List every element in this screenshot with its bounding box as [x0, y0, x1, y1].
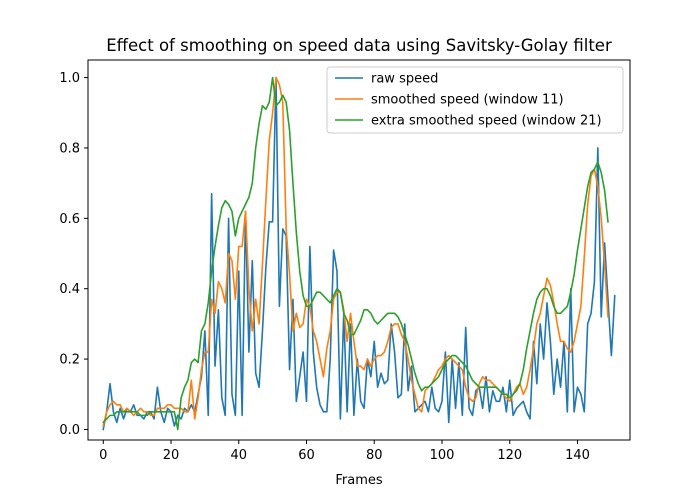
legend-label: raw speed	[371, 72, 438, 87]
x-tick-label: 0	[99, 448, 107, 463]
x-tick-label: 40	[230, 448, 247, 463]
x-tick-label: 80	[366, 448, 383, 463]
y-tick-label: 0.0	[59, 423, 80, 438]
legend-label: smoothed speed (window 11)	[371, 93, 564, 108]
y-tick-label: 0.2	[59, 353, 80, 368]
y-tick-label: 1.0	[59, 71, 80, 86]
y-tick-label: 0.8	[59, 141, 80, 156]
x-tick-label: 140	[565, 448, 590, 463]
y-tick-label: 0.6	[59, 212, 80, 227]
x-tick-label: 20	[163, 448, 180, 463]
y-tick-label: 0.4	[59, 282, 80, 297]
x-tick-label: 60	[298, 448, 315, 463]
chart-title: Effect of smoothing on speed data using …	[106, 36, 612, 55]
legend-label: extra smoothed speed (window 21)	[371, 114, 602, 129]
x-axis-label: Frames	[335, 473, 383, 488]
x-tick-label: 120	[497, 448, 522, 463]
x-tick-label: 100	[430, 448, 455, 463]
legend: raw speed smoothed speed (window 11) extra…	[327, 67, 623, 133]
